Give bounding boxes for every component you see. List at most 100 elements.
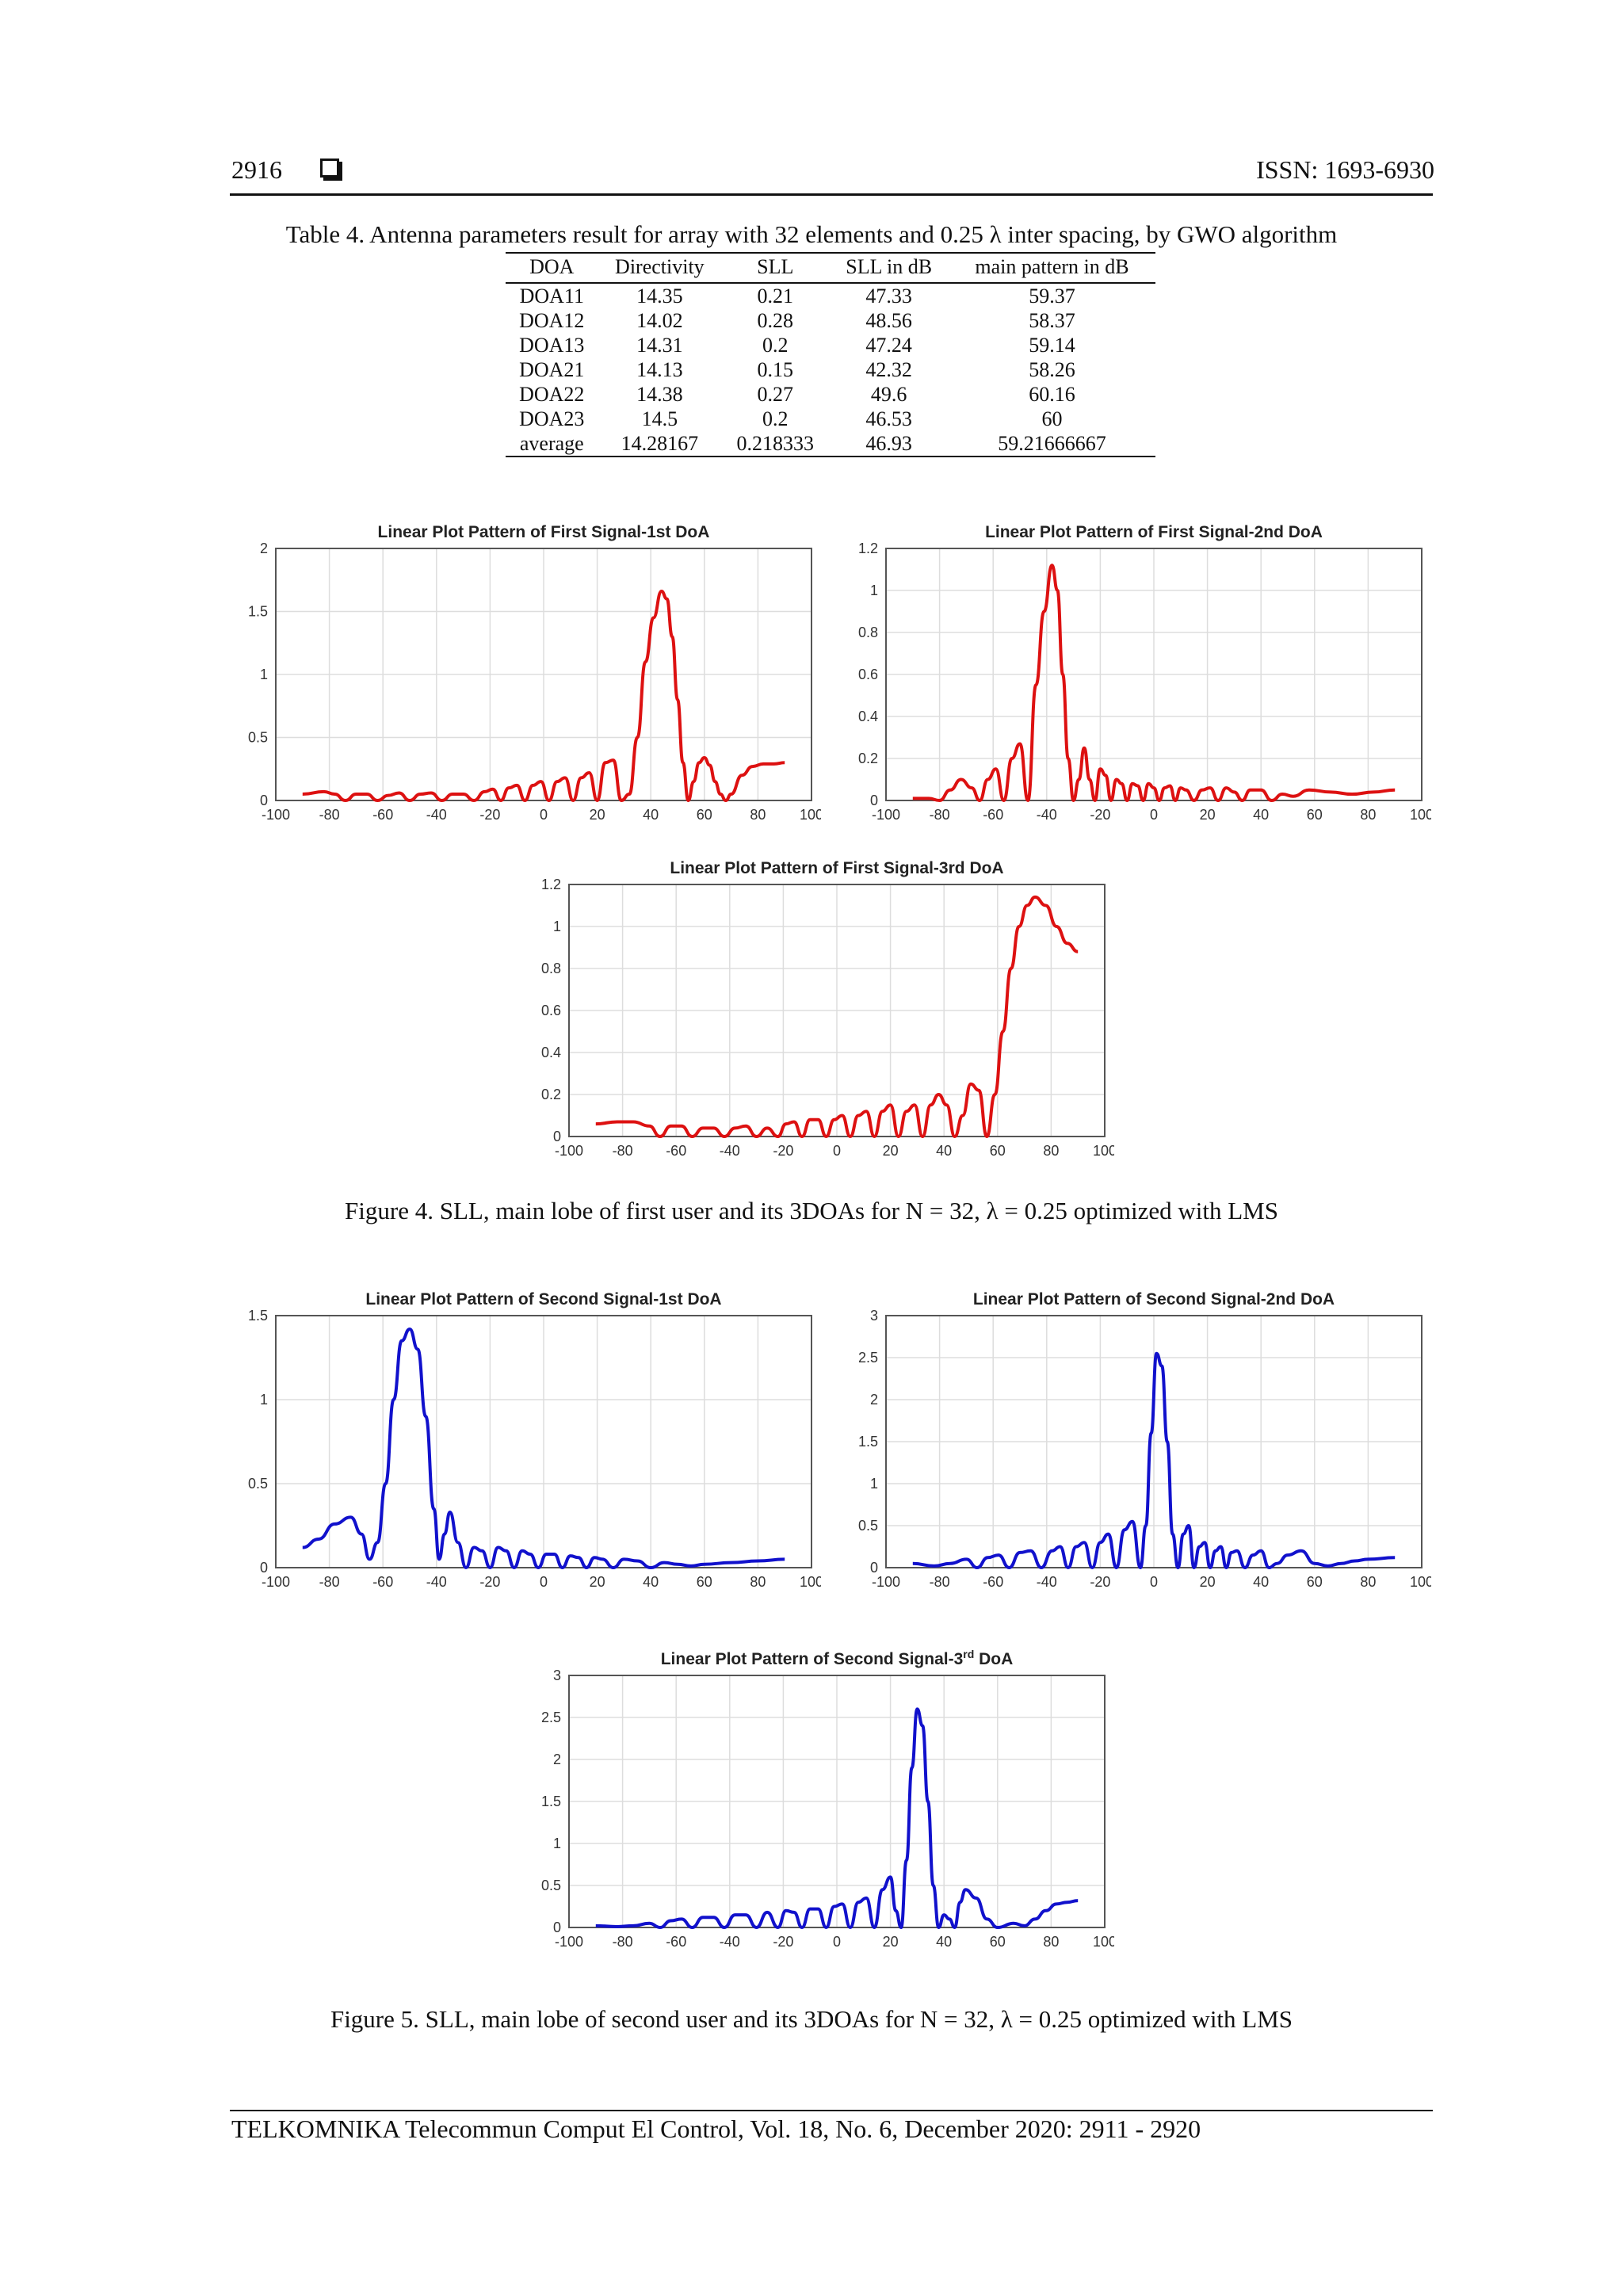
table-cell: 0.2 (762, 334, 789, 357)
y-tick-label: 1.5 (858, 1434, 878, 1450)
table-cell: 14.31 (636, 334, 683, 357)
x-tick-label: -40 (1037, 1574, 1057, 1590)
chart-title: Linear Plot Pattern of First Signal-1st … (378, 523, 710, 541)
x-tick-label: -100 (262, 1574, 290, 1590)
x-tick-label: -80 (613, 1934, 633, 1950)
column-header: SLL (721, 252, 830, 284)
table-cell: 47.24 (865, 334, 912, 357)
chart-first-signal-2nd-doa: -100 -80 -60 -40 -20 0 20 40 60 80 100 0 0.2 0.4 0.6 0.… (845, 518, 1431, 851)
x-tick-label: 20 (590, 807, 605, 823)
y-tick-label: 0.8 (541, 961, 561, 976)
plot-frame (885, 548, 1423, 801)
table-cell: 46.53 (865, 407, 912, 430)
table-cell: DOA21 (519, 358, 585, 381)
x-tick-label: 20 (883, 1934, 899, 1950)
x-tick-label: -100 (872, 1574, 900, 1590)
x-tick-label: -40 (720, 1143, 740, 1159)
y-tick-label: 0.2 (858, 751, 878, 766)
x-tick-label: 40 (936, 1934, 952, 1950)
x-tick-label: -100 (555, 1143, 583, 1159)
x-tick-label: 40 (643, 1574, 659, 1590)
x-tick-label: 40 (1253, 807, 1269, 823)
x-tick-label: 60 (1307, 807, 1323, 823)
chart-svg: -100 -80 -60 -40 -20 0 20 40 60 80 100 0 0.5 1 1.5 Line… (248, 1290, 821, 1590)
x-tick-label: -60 (666, 1934, 686, 1950)
series-line (595, 895, 1079, 1138)
y-tick-label: 0.5 (248, 730, 268, 746)
table-cell: 0.21 (757, 285, 793, 308)
x-tick-label: 80 (1360, 1574, 1376, 1590)
plot-frame (568, 884, 1106, 1137)
x-tick-label: 60 (697, 807, 712, 823)
chart-title: Linear Plot Pattern of Second Signal-2nd… (973, 1290, 1335, 1308)
x-tick-label: 60 (990, 1143, 1006, 1159)
x-tick-label: -20 (479, 807, 500, 823)
x-tick-label: -20 (1090, 1574, 1110, 1590)
x-tick-label: 80 (750, 1574, 766, 1590)
table-cell: 14.02 (636, 309, 683, 332)
table-cell: 60.16 (1029, 383, 1075, 406)
x-tick-label: -80 (930, 1574, 950, 1590)
x-tick-label: 100 (800, 1574, 821, 1590)
table-cell: 60 (1041, 407, 1063, 430)
series-line (912, 563, 1396, 802)
x-tick-label: 0 (1150, 807, 1158, 823)
x-tick-label: -60 (983, 1574, 1003, 1590)
y-tick-label: 0.6 (541, 1003, 561, 1018)
x-tick-label: -100 (872, 807, 900, 823)
figure4-caption: Figure 4. SLL, main lobe of first user a… (345, 1197, 1278, 1224)
x-tick-label: 0 (540, 1574, 548, 1590)
table-cell: 0.2 (762, 407, 789, 430)
table-cell: 58.37 (1029, 309, 1075, 332)
table-cell: DOA11 (519, 285, 584, 308)
footer-journal: TELKOMNIKA Telecommun Comput El Control,… (231, 2115, 1201, 2143)
y-tick-label: 2.5 (858, 1350, 878, 1366)
table-cell: 59.37 (1029, 285, 1075, 308)
y-tick-label: 0.5 (858, 1518, 878, 1534)
table-cell: 14.13 (636, 358, 683, 381)
footer-rule (230, 2110, 1433, 2111)
table-body: DOA11 14.35 0.21 47.33 59.37 DOA12 14.02 0.28 48… (506, 283, 1155, 457)
y-tick-label: 0.6 (858, 667, 878, 682)
chart-title-superscript: rd (963, 1648, 974, 1660)
x-tick-label: 20 (590, 1574, 605, 1590)
y-tick-label: 1.2 (541, 877, 561, 892)
chart-title: Linear Plot Pattern of Second Signal-1st… (365, 1290, 721, 1308)
header-rule (230, 193, 1433, 196)
table-cell: 58.26 (1029, 358, 1075, 381)
y-tick-label: 1 (870, 1476, 878, 1492)
y-tick-label: 0 (870, 793, 878, 808)
x-tick-label: 60 (1307, 1574, 1323, 1590)
chart-first-signal-3rd-doa: -100 -80 -60 -40 -20 0 20 40 60 80 100 0 0.2 0.4 0.6 0.… (528, 854, 1114, 1187)
y-tick-label: 0.4 (541, 1045, 561, 1060)
x-tick-label: -20 (479, 1574, 500, 1590)
table-row: DOA21 14.13 0.15 42.32 58.26 (506, 357, 1155, 382)
y-tick-label: 2 (870, 1392, 878, 1408)
x-tick-label: -20 (1090, 807, 1110, 823)
x-tick-label: 20 (1200, 807, 1216, 823)
table-cell: 14.38 (636, 383, 683, 406)
x-tick-label: 60 (697, 1574, 712, 1590)
chart-second-signal-1st-doa: -100 -80 -60 -40 -20 0 20 40 60 80 100 0 0.5 1 1.5 Line… (235, 1286, 821, 1618)
x-tick-label: 40 (1253, 1574, 1269, 1590)
column-header: main pattern in dB (949, 252, 1155, 284)
plot-frame (275, 1315, 812, 1568)
y-tick-label: 1 (870, 583, 878, 598)
y-tick-label: 0.5 (248, 1476, 268, 1492)
x-tick-label: -80 (613, 1143, 633, 1159)
table-row: DOA12 14.02 0.28 48.56 58.37 (506, 308, 1155, 333)
table-cell: 49.6 (870, 383, 907, 406)
x-tick-label: -100 (262, 807, 290, 823)
x-tick-label: 80 (1360, 807, 1376, 823)
x-tick-label: 80 (750, 807, 766, 823)
x-tick-label: 0 (1150, 1574, 1158, 1590)
chart-svg: -100 -80 -60 -40 -20 0 20 40 60 80 100 0 0.2 0.4 0.6 0.… (858, 523, 1431, 823)
x-tick-label: -40 (720, 1934, 740, 1950)
y-tick-label: 2 (260, 541, 268, 556)
plot-frame (885, 1315, 1423, 1568)
table-row: DOA23 14.5 0.2 46.53 60 (506, 407, 1155, 431)
table-caption: Table 4. Antenna parameters result for a… (285, 220, 1338, 248)
table-cell: 59.14 (1029, 334, 1075, 357)
chart-title-tail: DoA (974, 1650, 1013, 1668)
x-tick-label: 40 (936, 1143, 952, 1159)
